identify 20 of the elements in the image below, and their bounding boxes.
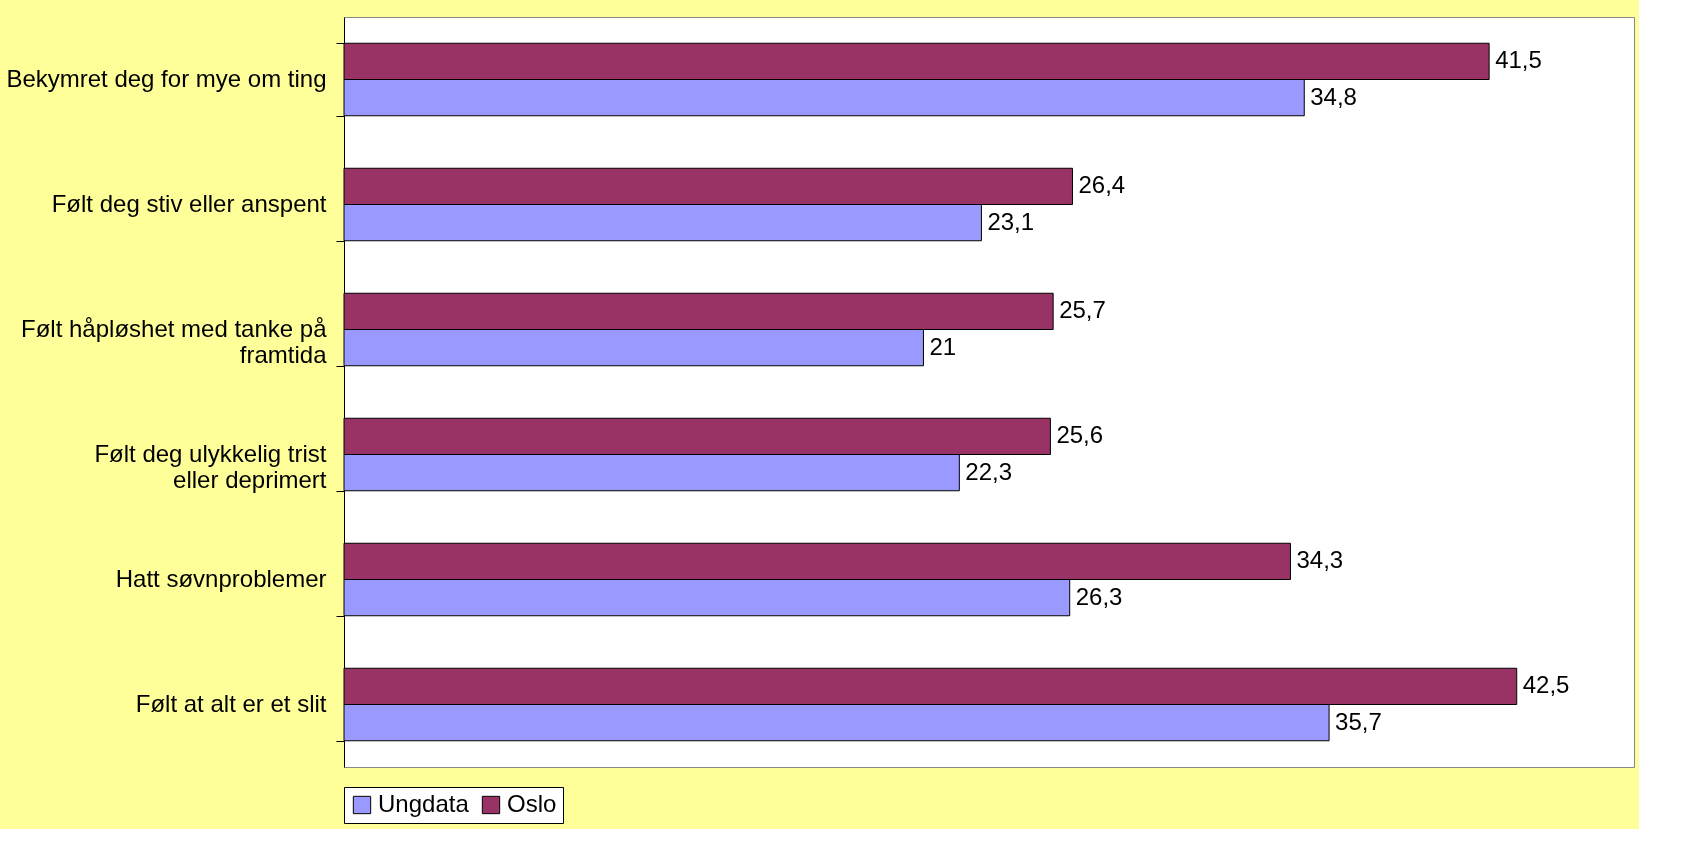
legend-label: Ungdata bbox=[378, 790, 470, 817]
y-tick-label: Bekymret deg for mye om ting bbox=[6, 65, 327, 92]
y-tick-label: Følt at alt er et slit bbox=[135, 690, 327, 717]
data-label: 42,5 bbox=[1522, 671, 1570, 699]
data-label: 34,3 bbox=[1296, 546, 1344, 574]
data-label: 22,3 bbox=[965, 457, 1013, 485]
data-label: 35,7 bbox=[1335, 707, 1382, 735]
y-tick-label: Følt håpløshet med tanke på framtida bbox=[21, 315, 328, 368]
data-label: 25,6 bbox=[1056, 421, 1104, 449]
y-tick-label: Hatt søvnproblemer bbox=[115, 565, 327, 592]
legend-label: Oslo bbox=[507, 790, 557, 817]
data-label: 26,3 bbox=[1075, 582, 1123, 610]
data-label: 21 bbox=[929, 332, 957, 360]
data-label: 34,8 bbox=[1310, 82, 1357, 110]
data-label: 23,1 bbox=[987, 207, 1035, 235]
data-label: 26,4 bbox=[1078, 171, 1126, 199]
data-label: 41,5 bbox=[1495, 46, 1542, 74]
y-tick-label: Følt deg ulykkelig trist eller deprimert bbox=[94, 440, 327, 493]
y-tick-label: Følt deg stiv eller anspent bbox=[51, 190, 327, 217]
data-label: 25,7 bbox=[1059, 296, 1106, 324]
